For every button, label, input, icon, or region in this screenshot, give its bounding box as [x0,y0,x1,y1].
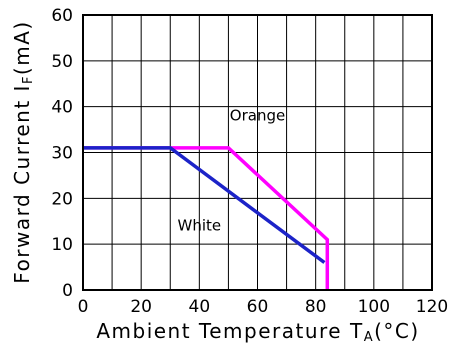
x-tick-label: 80 [305,297,327,317]
plot-frame [82,14,433,291]
y-axis-title-main: Forward Current I [10,84,34,284]
y-tick-label: 60 [51,6,73,26]
series-line-white [83,146,326,264]
y-axis-title-unit: (mA) [10,20,34,75]
y-tick-label: 10 [51,235,73,255]
x-axis-title-main: Ambient Temperature T [96,319,363,343]
y-tick-label: 50 [51,52,73,72]
y-tick-labels: 0 10 20 30 40 50 60 [51,6,73,301]
y-tick-label: 20 [51,189,73,209]
x-axis-title-subscript: A [364,330,374,345]
x-tick-label: 40 [189,297,211,317]
annotation-white: White [178,216,222,234]
x-tick-labels: 0 20 40 60 80 100 120 [78,297,449,317]
y-axis-title: Forward Current IF(mA) [10,20,36,283]
x-tick-label: 100 [358,297,390,317]
series-layer [83,146,330,290]
x-axis-title: Ambient Temperature TA(°C) [96,319,419,345]
x-axis-title-unit: (°C) [374,319,420,343]
y-tick-label: 30 [51,144,73,164]
annotation-orange: Orange [230,106,285,124]
annotations: Orange White [178,106,286,234]
x-tick-label: 60 [247,297,269,317]
x-tick-label: 0 [78,297,89,317]
x-tick-label: 120 [416,297,448,317]
x-tick-label: 20 [130,297,152,317]
y-tick-label: 0 [62,281,73,301]
y-axis-title-subscript: F [21,75,36,84]
grid [83,15,432,290]
y-tick-label: 40 [51,98,73,118]
